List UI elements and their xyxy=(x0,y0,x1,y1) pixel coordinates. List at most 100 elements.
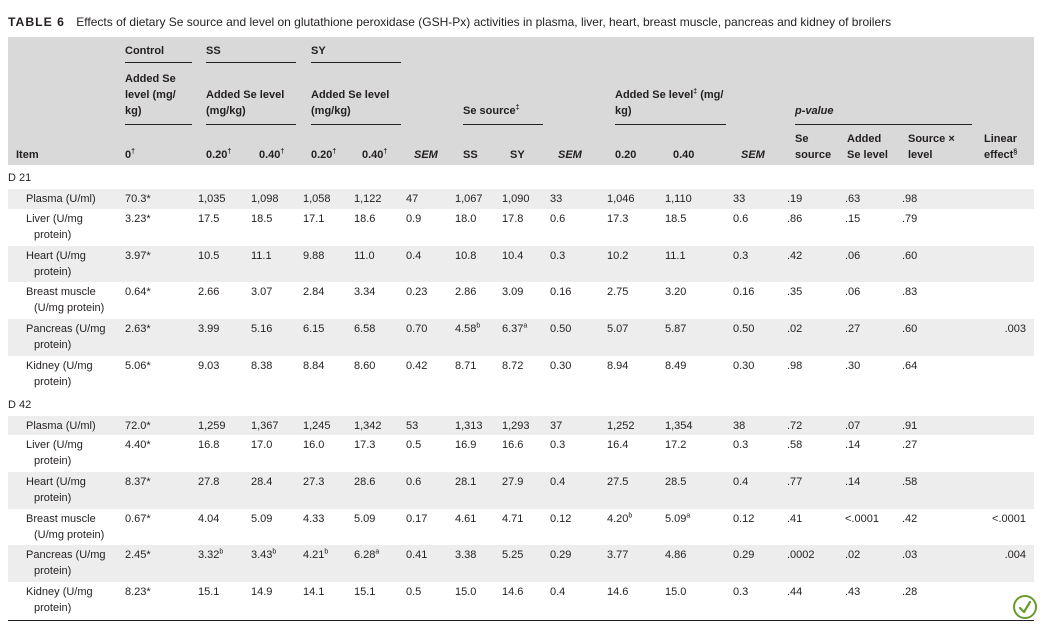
cell-sy-040: 11.0 xyxy=(354,250,375,262)
cell-sy-040: 6.58 xyxy=(354,323,376,335)
header-rule xyxy=(311,124,401,125)
cell-src-ss: 3.38 xyxy=(455,549,477,561)
cell-lvl-040: 17.2 xyxy=(665,439,687,451)
row-item: Kidney (U/mg protein) xyxy=(26,358,122,390)
header-added-se-level-ss: Added Se level (mg/kg) xyxy=(206,89,285,117)
header-p-added-se-level: Added Se level xyxy=(847,133,888,161)
cell-sem-1: 0.17 xyxy=(406,513,428,525)
cell-ss-040: 11.1 xyxy=(251,250,272,262)
cell-sy-020: 2.84 xyxy=(303,286,325,298)
table-caption: TABLE 6 Effects of dietary Se source and… xyxy=(8,15,891,29)
cell-p-source: .35 xyxy=(787,286,803,298)
header-sem-2: SEM xyxy=(558,149,582,161)
header-sy-020: 0.20† xyxy=(311,148,337,161)
cell-p-level: .06 xyxy=(845,286,861,298)
cell-p-source: .0002 xyxy=(787,549,815,561)
cell-src-ss: 1,313 xyxy=(455,420,483,432)
cell-p-level: .63 xyxy=(845,193,861,205)
cell-lvl-040: 1,110 xyxy=(665,193,692,205)
cell-sem-2: 33 xyxy=(550,193,563,205)
cell-p-level: .02 xyxy=(845,549,861,561)
cell-sem-1: 0.5 xyxy=(406,586,422,598)
header-rule xyxy=(615,124,726,125)
cell-sem-3: 0.16 xyxy=(733,286,755,298)
header-src-sy: SY xyxy=(510,149,525,161)
row-item: Liver (U/mg protein) xyxy=(26,437,122,469)
cell-src-sy: 1,090 xyxy=(502,193,530,205)
table-row: Heart (U/mg protein) 8.37* 27.8 28.4 27.3 28.6… xyxy=(8,472,1034,509)
row-item-line2: protein) xyxy=(34,266,72,278)
cell-sy-040: 17.3 xyxy=(354,439,376,451)
cell-lvl-040: 28.5 xyxy=(665,476,687,488)
table-row: Pancreas (U/mg protein) 2.63* 3.99 5.16 6.15 6… xyxy=(8,319,1034,356)
cell-control: 2.45* xyxy=(125,549,151,561)
row-item-line2: protein) xyxy=(34,229,72,241)
cell-p-source: .98 xyxy=(787,360,803,372)
cell-sy-020: 9.88 xyxy=(303,250,325,262)
cell-lvl-020: 17.3 xyxy=(607,213,629,225)
cell-src-sy: 3.09 xyxy=(502,286,524,298)
cell-ss-020: 17.5 xyxy=(198,213,220,225)
cell-lvl-020: 5.07 xyxy=(607,323,629,335)
header-rule xyxy=(125,124,192,125)
cell-src-ss: 4.61 xyxy=(455,513,477,525)
header-src-ss: SS xyxy=(463,149,478,161)
cell-lvl-040: 5.09a xyxy=(665,512,691,525)
row-item: Breast muscle (U/mg protein) xyxy=(26,511,122,543)
cell-sy-040: 1,342 xyxy=(354,420,382,432)
cell-ss-020: 9.03 xyxy=(198,360,220,372)
cell-ss-040: 17.0 xyxy=(251,439,273,451)
cell-ss-040: 3.07 xyxy=(251,286,273,298)
row-item: Heart (U/mg protein) xyxy=(26,248,122,280)
cell-src-ss: 10.8 xyxy=(455,250,477,262)
cell-p-interaction: .58 xyxy=(902,476,918,488)
row-item: Heart (U/mg protein) xyxy=(26,474,122,506)
cell-lvl-040: 18.5 xyxy=(665,213,687,225)
cell-control: 2.63* xyxy=(125,323,151,335)
cell-ss-020: 3.32b xyxy=(198,548,224,561)
row-item-line1: Plasma (U/ml) xyxy=(26,193,96,205)
cell-ss-020: 1,035 xyxy=(198,193,226,205)
row-item-line1: Kidney (U/mg xyxy=(26,586,93,598)
cell-ss-020: 3.99 xyxy=(198,323,220,335)
cell-lvl-020: 14.6 xyxy=(607,586,629,598)
cell-p-interaction: .42 xyxy=(902,513,918,525)
cell-sy-020: 4.21b xyxy=(303,548,329,561)
cell-sy-020: 4.33 xyxy=(303,513,325,525)
cell-linear-effect: .003 xyxy=(1004,323,1026,335)
cell-p-source: .42 xyxy=(787,250,803,262)
leaf-check-icon xyxy=(1013,595,1037,619)
header-added-se-level-sy: Added Se level (mg/kg) xyxy=(311,89,390,117)
row-item-line1: Pancreas (U/mg xyxy=(26,323,106,335)
cell-src-sy: 4.71 xyxy=(502,513,524,525)
row-item-line1: Heart (U/mg xyxy=(26,476,86,488)
header-rule xyxy=(206,62,296,63)
cell-p-source: .58 xyxy=(787,439,803,451)
cell-p-interaction: .91 xyxy=(902,420,918,432)
cell-p-level: .30 xyxy=(845,360,861,372)
cell-sy-040: 18.6 xyxy=(354,213,376,225)
cell-sem-1: 47 xyxy=(406,193,419,205)
cell-src-sy: 8.72 xyxy=(502,360,524,372)
cell-p-interaction: .98 xyxy=(902,193,918,205)
cell-p-level: .43 xyxy=(845,586,861,598)
cell-linear-effect: .004 xyxy=(1004,549,1026,561)
header-sy: SY xyxy=(311,45,326,57)
cell-lvl-020: 2.75 xyxy=(607,286,629,298)
cell-ss-020: 10.5 xyxy=(198,250,220,262)
header-dose-control: 0† xyxy=(125,148,136,161)
cell-p-source: .19 xyxy=(787,193,803,205)
cell-p-source: .86 xyxy=(787,213,803,225)
cell-p-interaction: .27 xyxy=(902,439,918,451)
cell-p-level: .07 xyxy=(845,420,861,432)
cell-src-sy: 6.37a xyxy=(502,322,528,335)
cell-sy-040: 28.6 xyxy=(354,476,376,488)
row-item-line1: Plasma (U/ml) xyxy=(26,420,96,432)
cell-lvl-020: 4.20b xyxy=(607,512,633,525)
cell-lvl-040: 11.1 xyxy=(665,250,686,262)
table-header: Control SS SY Added Se level (mg/ kg) Ad… xyxy=(8,37,1034,165)
table-row: Kidney (U/mg protein) 5.06* 9.03 8.38 8.84 8.6… xyxy=(8,356,1034,393)
row-item-line2: protein) xyxy=(34,565,72,577)
row-item: Pancreas (U/mg protein) xyxy=(26,547,122,579)
cell-lvl-040: 1,354 xyxy=(665,420,693,432)
